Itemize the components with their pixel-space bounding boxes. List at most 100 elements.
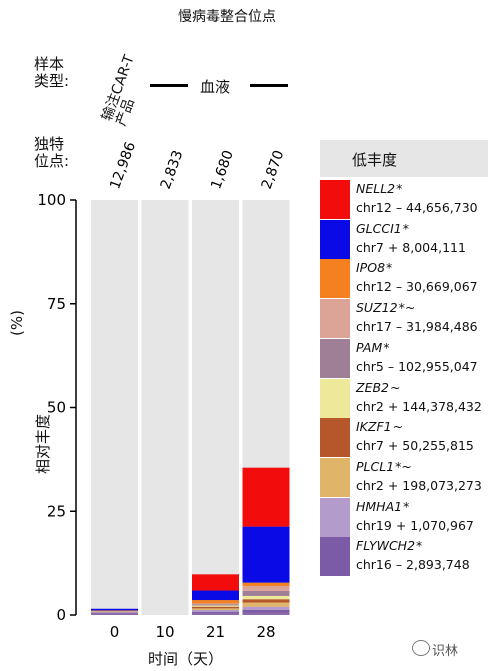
bar-segment-SUZ12-21 [192,603,239,605]
legend-position-PAM: chr5 – 102,955,047 [356,358,478,374]
bar-segment-HMHA1-28 [242,606,290,611]
legend-item-IKZF1: IKZF1 ~ chr7 + 50,255,815 [320,418,488,458]
legend-position-FLYWCH2: chr16 – 2,893,748 [356,557,470,573]
legend-item-ZEB2: ZEB2 ~ chr2 + 144,378,432 [320,378,488,418]
legend-swatch-PAM [320,338,350,378]
legend-item-PLCL1: PLCL1 *~ chr2 + 198,073,273 [320,457,488,497]
bar-segment-HMHA1-21 [192,610,239,612]
legend-item-PAM: PAM * chr5 – 102,955,047 [320,338,488,378]
bar-segment-PLCL1-28 [242,602,290,607]
bar-segment-ZEB2-0 [91,611,138,612]
legend-position-IKZF1: chr7 + 50,255,815 [356,438,474,454]
unique-sites-label: 独特 位点: [34,135,70,170]
legend-swatch-HMHA1 [320,497,350,537]
y-tick-label-100: 100 [37,191,66,209]
bar-segment-IKZF1-0 [91,611,138,613]
legend-gene-FLYWCH2: FLYWCH2 [356,538,416,554]
legend-mark-SUZ12: *~ [398,300,416,316]
legend-gene-IPO8: IPO8 [356,260,386,276]
legend-gene-IKZF1: IKZF1 [356,419,392,435]
bar-segment-FLYWCH2-21 [192,611,239,613]
legend-item-SUZ12: SUZ12 *~ chr17 – 31,984,486 [320,299,488,339]
bar-segment-IKZF1-21 [192,606,239,609]
legend-swatch-SUZ12 [320,299,350,339]
legend-gene-SUZ12: SUZ12 [356,300,398,316]
bar-segment-PAM-28 [242,590,290,596]
legend-mark-PLCL1: *~ [395,458,412,474]
legend-label-low-abundance: 低丰度 [352,151,398,169]
blood-bracket-right [250,84,288,87]
legend-position-HMHA1: chr19 + 1,070,967 [356,517,474,533]
bar-segment-GLCCI1-21 [192,590,239,601]
sample-type-label: 样本 类型: [34,55,70,90]
legend-gene-PLCL1: PLCL1 [356,458,395,474]
chart-title: 慢病毒整合位点 [178,9,276,25]
legend-swatch-GLCCI1 [320,219,350,259]
legend-item-low-abundance: 低丰度 [320,140,488,177]
bar-segment-Other-21 [192,612,239,615]
bar-segment-PAM-0 [91,610,138,612]
legend-position-IPO8: chr12 – 30,669,067 [356,279,478,295]
legend-swatch-NELL2 [320,180,350,219]
bar-segment-GLCCI1-28 [242,526,290,583]
legend-mark-NELL2: * [396,181,403,196]
bar-segment-Other-28 [242,612,290,615]
bar-segment-ZEB2-21 [192,605,239,607]
legend-position-GLCCI1: chr7 + 8,004,111 [356,239,466,255]
bar-segment-IKZF1-28 [242,599,290,603]
legend-position-ZEB2: chr2 + 144,378,432 [356,398,482,414]
legend-gene-PAM: PAM [356,339,383,355]
legend-item-GLCCI1: GLCCI1 * chr7 + 8,004,111 [320,219,488,259]
bar-segment-IPO8-28 [242,582,290,586]
bar-segment-PLCL1-21 [192,608,239,611]
legend-gene-HMHA1: HMHA1 [356,498,403,514]
unique-sites-0: 12,986 [107,140,139,192]
legend-position-SUZ12: chr17 – 31,984,486 [356,319,478,335]
bar-segment-GLCCI1-0 [91,608,138,611]
y-tick-label-50: 50 [47,399,66,417]
bar-segment-IPO8-21 [192,600,239,604]
legend-mark-GLCCI1: * [402,220,409,236]
sample-label-blood: 血液 [200,78,231,96]
legend-item-NELL2: NELL2 * chr12 – 44,656,730 [320,180,488,219]
legend-mark-IKZF1: ~ [392,419,404,435]
bar-segment-NELL2-21 [192,574,239,591]
unique-sites-10: 2,833 [158,148,187,191]
y-tick-label-0: 0 [56,606,66,624]
watermark-text: 识林 [432,644,459,659]
blood-bracket-left [150,84,188,87]
bar-segment-PAM-21 [192,604,239,606]
x-tick-label-10: 10 [155,623,174,641]
bar-segment-FLYWCH2-28 [242,610,290,613]
legend-swatch-ZEB2 [320,378,350,418]
legend-mark-HMHA1: * [403,498,410,514]
y-tick-label-25: 25 [47,502,66,520]
legend-item-IPO8: IPO8 * chr12 – 30,669,067 [320,259,488,299]
legend-swatch-PLCL1 [320,457,350,497]
bar-segment-NELL2-28 [242,467,290,527]
bar-segment-SUZ12-28 [242,585,290,591]
bar-segment-Other-0 [91,613,138,615]
legend-swatch-IKZF1 [320,418,350,458]
bar-low-abundance-0 [91,200,138,615]
legend-gene-ZEB2: ZEB2 [356,379,389,395]
x-tick-label-21: 21 [206,623,225,641]
bar-segment-IPO8-0 [91,610,138,611]
bar-low-abundance-21 [192,200,239,615]
bar-segment-FLYWCH2-0 [91,612,138,614]
legend-swatch-IPO8 [320,259,350,299]
legend-mark-FLYWCH2: * [416,538,423,554]
x-tick-label-28: 28 [256,623,275,641]
watermark-icon [412,640,430,656]
legend-gene-GLCCI1: GLCCI1 [356,220,402,236]
legend-item-HMHA1: HMHA1 * chr19 + 1,070,967 [320,497,488,537]
legend-gene-NELL2: NELL2 [356,181,396,196]
legend-mark-PAM: * [383,339,390,355]
legend-mark-ZEB2: ~ [390,379,401,395]
x-axis-label: 时间（天） [148,650,224,668]
y-tick-label-75: 75 [47,295,66,313]
legend-item-FLYWCH2: FLYWCH2 * chr16 – 2,893,748 [320,537,488,577]
legend-mark-IPO8: * [386,260,393,276]
unique-sites-21: 1,680 [208,148,237,191]
